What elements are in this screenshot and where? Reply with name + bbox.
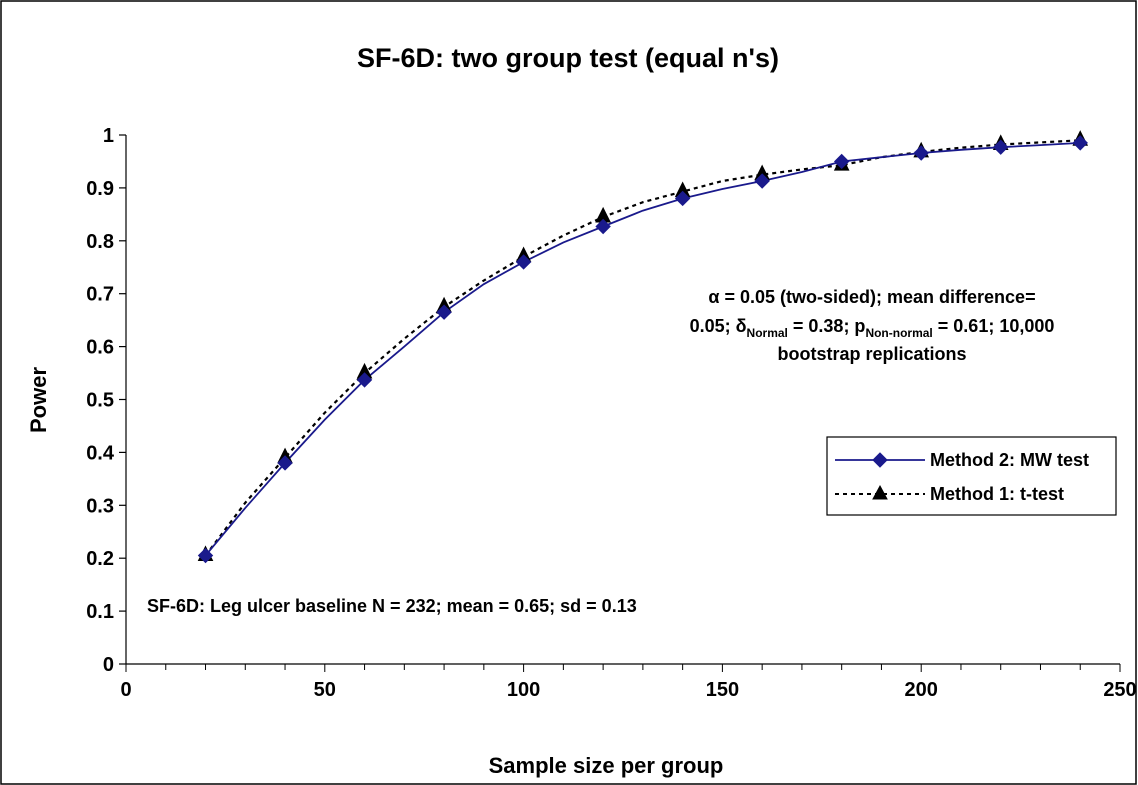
point-mw-test [595,218,611,235]
series-line-t-test [204,139,1081,557]
annotation-line-1: α = 0.05 (two-sided); mean difference= [708,287,1035,307]
y-axis-title: Power [26,367,51,433]
x-tick-label: 100 [507,679,540,701]
y-tick-label: 0.4 [86,442,115,464]
point-mw-test [277,455,293,471]
x-tick-label: 150 [706,679,739,701]
x-axis-tick-labels: 0 50 100 150 200 250 [120,679,1136,701]
point-mw-test [833,153,850,170]
series-layer [197,130,1089,564]
y-tick-label: 1 [103,125,114,147]
series-line-mw-test [204,142,1081,557]
y-axis-tick-labels: 0 0.1 0.2 0.3 0.4 0.5 0.6 0.7 0.8 0.9 1 [86,125,115,676]
x-tick-label: 0 [120,679,131,701]
legend: Method 2: MW test Method 1: t-test [826,436,1117,516]
x-tick-label: 50 [314,679,336,701]
chart-title: SF-6D: two group test (equal n's) [357,43,779,73]
y-tick-label: 0.3 [86,495,114,517]
y-tick-label: 0.1 [86,601,114,623]
y-axis-ticks [119,134,126,665]
point-mw-test [754,173,770,189]
y-tick-label: 0.8 [86,231,114,253]
point-mw-test [1072,135,1088,151]
legend-label-ttest: Method 1: t-test [930,484,1064,504]
delta-symbol: δ [736,316,747,336]
annotation-line-1-text: = 0.05 (two-sided); mean difference= [719,287,1035,307]
y-tick-label: 0.6 [86,337,114,359]
legend-box [826,436,1117,516]
point-mw-test [436,304,452,320]
x-tick-label: 250 [1103,679,1136,701]
legend-label-mw: Method 2: MW test [930,450,1089,470]
x-tick-label: 200 [905,679,938,701]
baseline-annotation: SF-6D: Leg ulcer baseline N = 232; mean … [147,596,637,616]
x-axis-ticks [125,664,1121,672]
point-mw-test [515,254,532,270]
annotation-line-2: 0.05; δNormal = 0.38; pNon-normal = 0.61… [690,316,1055,340]
point-mw-test [674,190,691,207]
point-mw-test [356,372,373,388]
x-axis-title: Sample size per group [489,753,724,778]
annotation-line-2c: = 0.61; 10,000 [933,316,1055,336]
y-tick-label: 0 [103,654,114,676]
annotation-line-2a: 0.05; [690,316,736,336]
y-tick-label: 0.5 [86,390,114,412]
delta-subscript: Normal [747,326,788,340]
y-tick-label: 0.7 [86,284,114,306]
annotation-line-3: bootstrap replications [777,344,966,364]
p-subscript: Non-normal [865,326,932,340]
y-tick-label: 0.9 [86,178,114,200]
legend-marker-diamond [872,452,888,468]
point-mw-test [993,139,1009,155]
alpha-symbol: α [708,287,719,307]
point-mw-test [913,145,929,161]
point-mw-test [197,547,214,564]
annotation-line-2b: = 0.38; p [788,316,866,336]
legend-marker-triangle [872,484,888,500]
y-tick-label: 0.2 [86,548,114,570]
